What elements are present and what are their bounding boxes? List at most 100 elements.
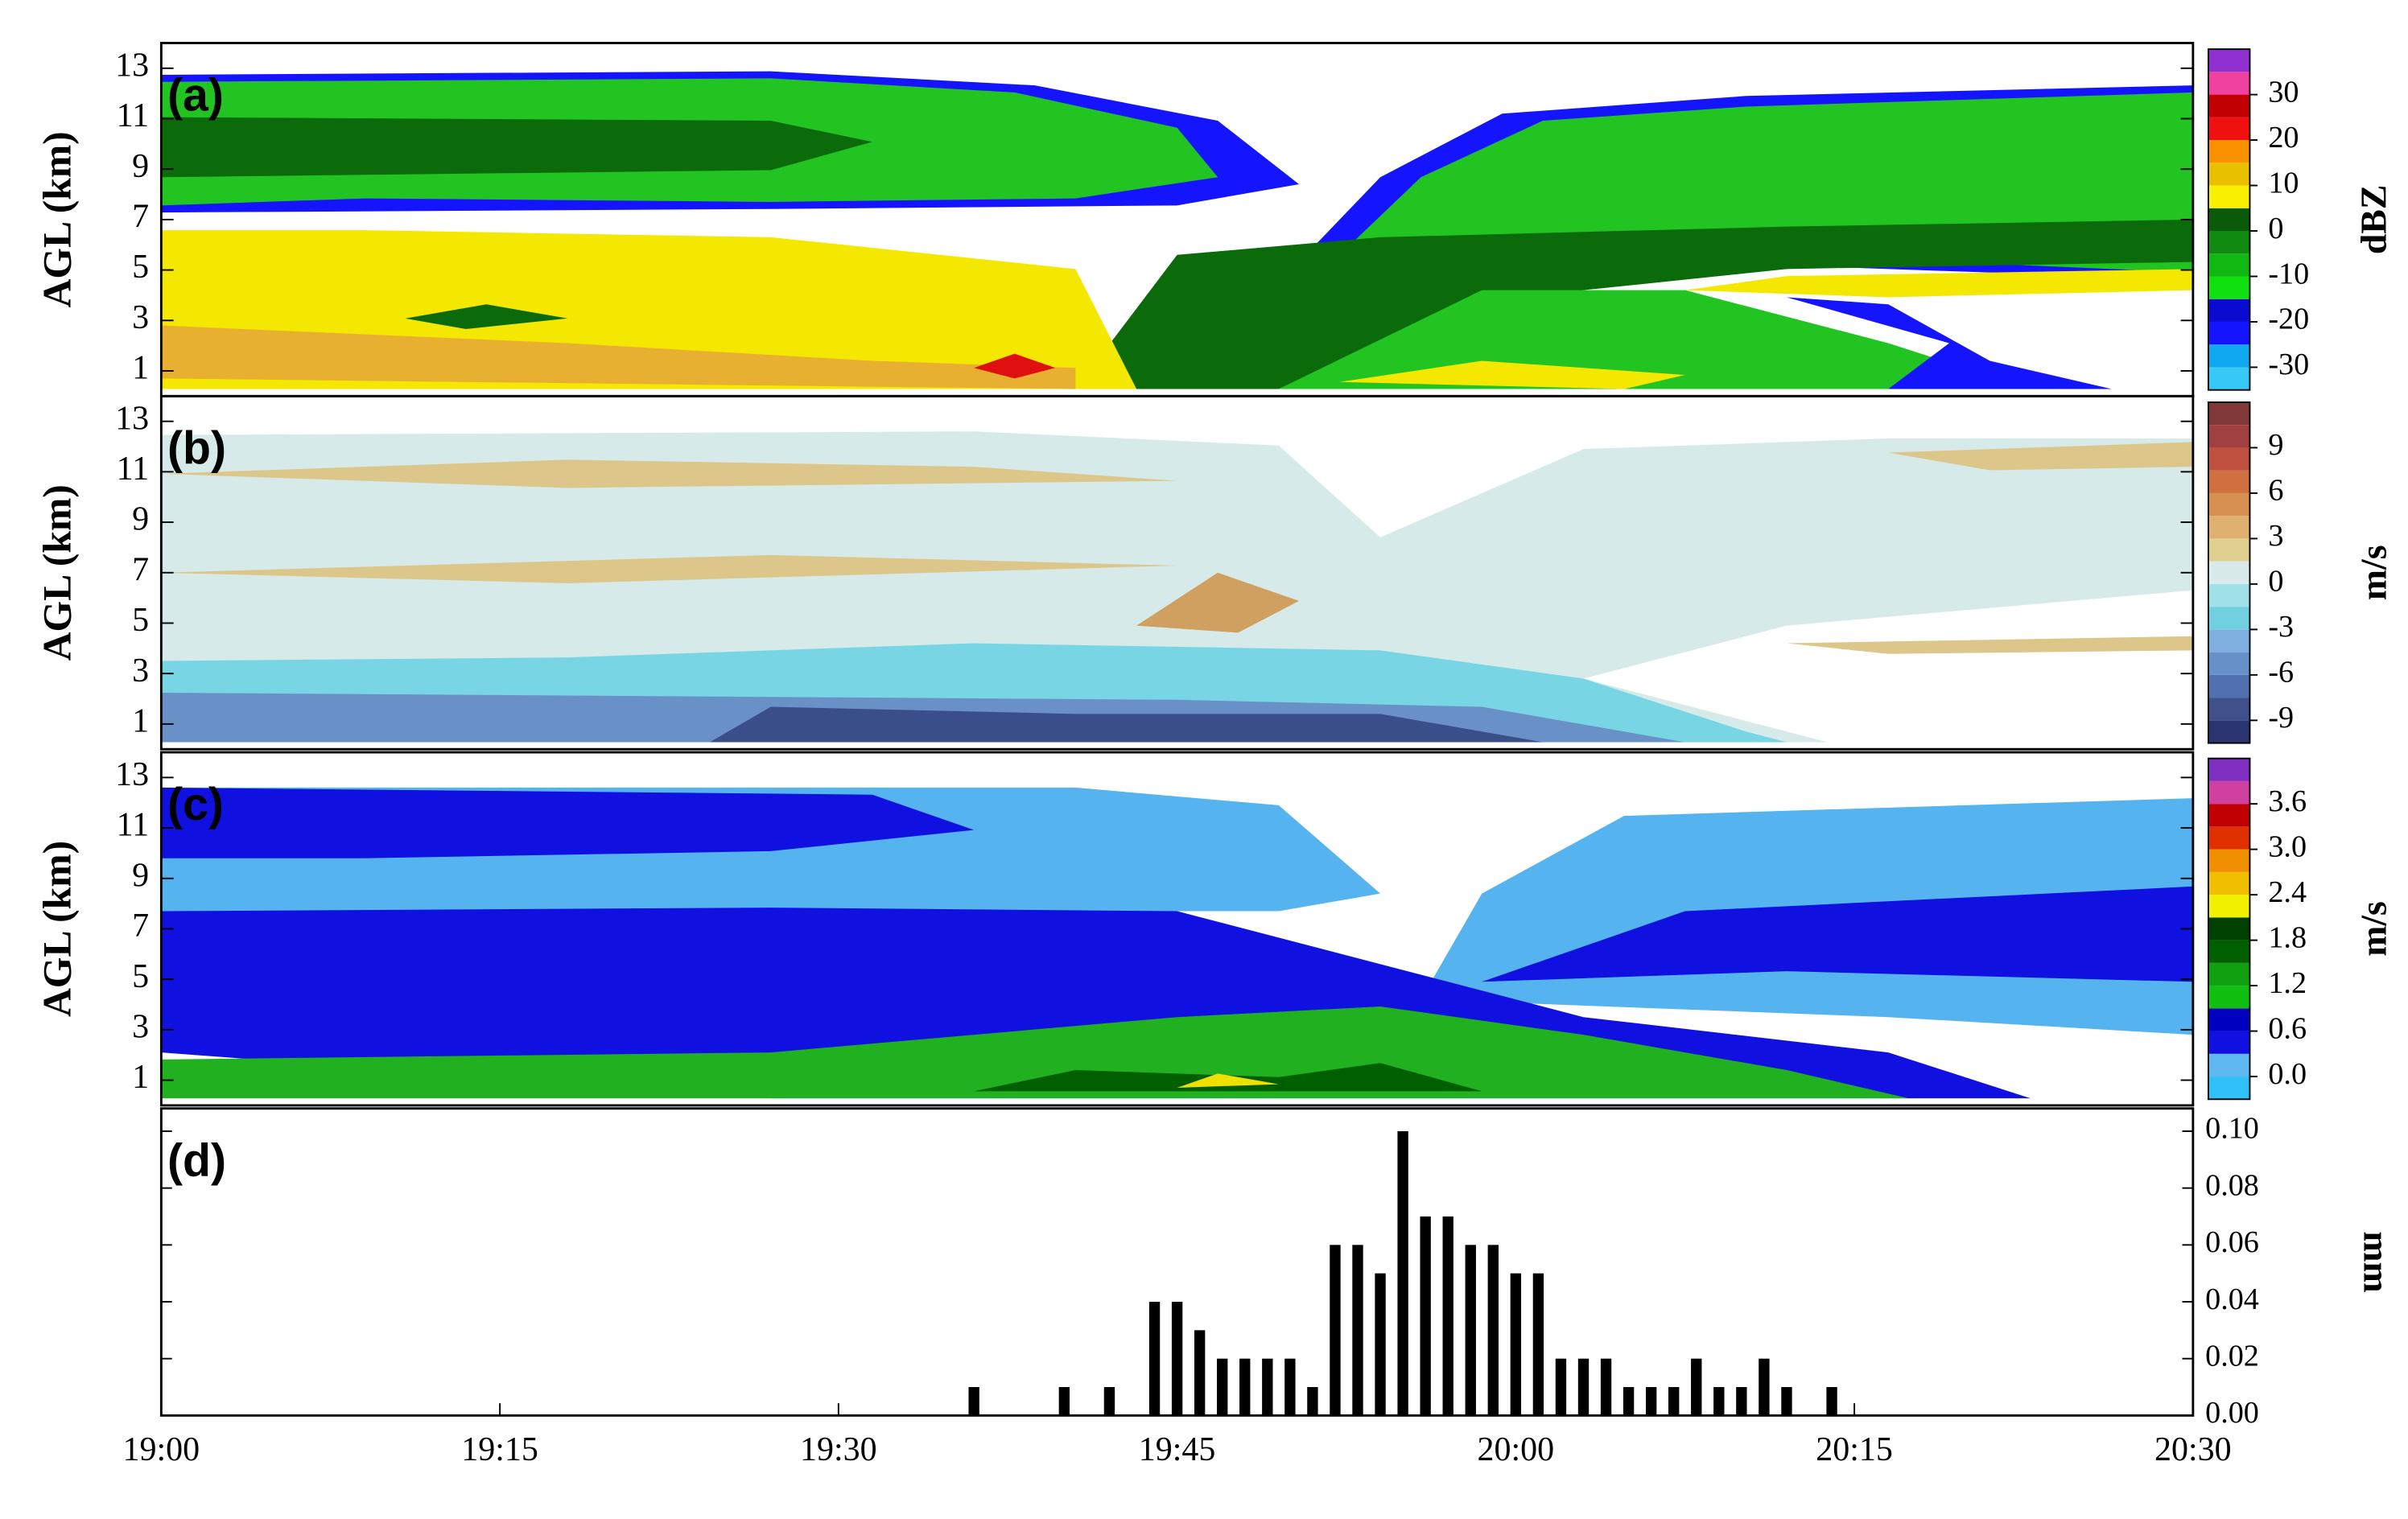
echo-region [161, 554, 1177, 583]
colorbar-swatch [2208, 253, 2250, 277]
colorbar-swatch [2208, 538, 2250, 562]
bar [1600, 1358, 1612, 1416]
colorbar-swatch [2208, 117, 2250, 141]
bar [1307, 1387, 1318, 1416]
echo-region [1177, 1073, 1279, 1088]
colorbar-tick-label: 3 [2268, 519, 2283, 553]
colorbar-tick-label: -6 [2268, 656, 2294, 690]
colorbar-swatch [2208, 516, 2250, 539]
bar [1397, 1130, 1408, 1416]
bar [1465, 1245, 1476, 1416]
colorbar-tick-label: 9 [2268, 428, 2283, 462]
echo-region [709, 706, 1544, 743]
bar [1623, 1387, 1635, 1416]
panel-label: (d) [167, 1135, 226, 1187]
colorbar-swatch [2208, 94, 2250, 117]
bar [1442, 1216, 1453, 1416]
y-tick-label: 5 [132, 249, 149, 286]
panel-label: (b) [167, 422, 226, 474]
echo-region [161, 325, 1076, 389]
colorbar-swatch [2208, 962, 2250, 986]
bar [1781, 1387, 1792, 1416]
bar [1194, 1330, 1206, 1416]
x-tick-label: 19:15 [461, 1431, 538, 1468]
x-tick-label: 20:15 [1816, 1431, 1893, 1468]
colorbar-tick-label: 1.8 [2268, 920, 2307, 954]
y-tick-label: 3 [132, 299, 149, 336]
colorbar-swatch [2208, 826, 2250, 850]
bar [968, 1387, 979, 1416]
colorbar-tick-label: 0.6 [2268, 1011, 2307, 1045]
bar [1217, 1358, 1228, 1416]
colorbar-swatch [2208, 895, 2250, 918]
bar [1330, 1245, 1341, 1416]
bar [1148, 1302, 1161, 1416]
y-tick-label: 9 [132, 148, 149, 185]
colorbar-swatch [2208, 163, 2250, 186]
colorbar-swatch [2208, 720, 2250, 743]
colorbar-swatch [2208, 492, 2250, 517]
colorbar-frame [2207, 757, 2251, 1101]
colorbar-swatch [2208, 698, 2250, 721]
bar [1058, 1387, 1070, 1416]
colorbar-swatch [2208, 447, 2250, 471]
echo-region [1888, 442, 2193, 471]
colorbar-frame [2207, 401, 2251, 744]
colorbar-swatch [2208, 276, 2250, 299]
echo-region [1136, 572, 1300, 633]
y-tick-label: 9 [132, 857, 149, 894]
x-tick-label: 20:00 [1478, 1431, 1555, 1468]
colorbar-swatch [2208, 674, 2250, 698]
bar [1375, 1273, 1386, 1416]
y-tick-label: 11 [117, 451, 149, 488]
colorbar-tick-label: -30 [2268, 348, 2309, 381]
bar [1352, 1245, 1363, 1416]
colorbar-tick-label: 30 [2268, 75, 2299, 109]
echo-region [1339, 360, 1685, 389]
echo-region [161, 117, 872, 178]
bar [1487, 1245, 1499, 1416]
bar [1262, 1358, 1273, 1416]
y-tick-label: 0.00 [2205, 1396, 2259, 1430]
y-tick-label: 0.08 [2205, 1168, 2259, 1202]
colorbar-swatch [2208, 561, 2250, 584]
colorbar-tick-label: 2.4 [2268, 875, 2307, 909]
colorbar-tick-label: 10 [2268, 166, 2299, 200]
bar [1668, 1387, 1680, 1416]
colorbar-swatch [2208, 849, 2250, 872]
y-tick-label: 3 [132, 1008, 149, 1045]
echo-region [974, 353, 1056, 379]
colorbar-tick-label: 6 [2268, 474, 2283, 508]
colorbar-swatch [2208, 401, 2250, 426]
y-tick-label: 5 [132, 602, 149, 639]
echo-region [1075, 219, 2193, 389]
echo-region [161, 459, 1177, 488]
colorbar-label: m/s [2352, 545, 2394, 600]
y-tick-label: 7 [132, 199, 149, 236]
colorbar-tick-label: -20 [2268, 303, 2309, 336]
y-tick-label: 7 [132, 908, 149, 945]
colorbar-swatch [2208, 607, 2250, 630]
colorbar-tick-label: 0 [2268, 565, 2283, 599]
colorbar-swatch [2208, 629, 2250, 652]
y-tick-label: 1 [132, 702, 149, 739]
colorbar-swatch [2208, 1076, 2250, 1100]
y-axis-label: AGL (km) [35, 484, 80, 661]
panel-label: (c) [167, 779, 224, 830]
colorbar-swatch [2208, 72, 2250, 95]
colorbar-tick-label: 0.0 [2268, 1057, 2307, 1091]
colorbar-label: m/s [2352, 901, 2394, 957]
echo-region [1482, 886, 2193, 982]
colorbar-swatch [2208, 425, 2250, 448]
colorbar-swatch [2208, 583, 2250, 607]
colorbar-label: dBZ [2352, 185, 2394, 255]
colorbar-swatch [2208, 185, 2250, 208]
colorbar-tick-label: -10 [2268, 257, 2309, 290]
colorbar-tick-label: 3.0 [2268, 829, 2307, 863]
bar [1826, 1387, 1837, 1416]
y-tick-label: 1 [132, 1059, 149, 1096]
echo-region [405, 304, 568, 329]
bar [1645, 1387, 1657, 1416]
y-tick-label: 0.06 [2205, 1225, 2259, 1259]
y-axis-label: AGL (km) [35, 131, 80, 307]
